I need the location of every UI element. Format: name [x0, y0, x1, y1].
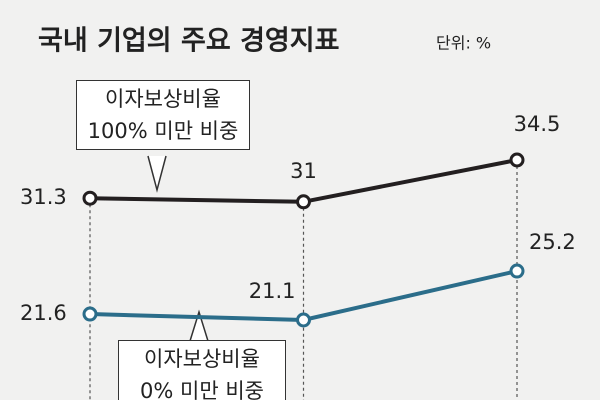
value-label: 31.3	[20, 185, 67, 209]
value-label: 31	[290, 159, 317, 183]
callout-tail	[189, 309, 209, 342]
value-label: 34.5	[514, 112, 561, 136]
marker	[509, 152, 525, 168]
series-label: 이자보상비율 0% 미만 비중	[118, 340, 286, 400]
value-label: 21.1	[249, 279, 296, 303]
marker	[82, 306, 98, 322]
marker	[296, 194, 311, 210]
series-label: 이자보상비율 100% 미만 비중	[76, 80, 250, 150]
chart-title: 국내 기업의 주요 경영지표	[38, 26, 339, 57]
value-label: 25.2	[529, 230, 576, 254]
marker	[82, 190, 98, 206]
unit-label: 단위: %	[436, 34, 491, 53]
value-label: 21.6	[20, 301, 67, 325]
marker	[509, 263, 525, 279]
marker	[296, 312, 311, 328]
callout-tail	[147, 155, 167, 193]
